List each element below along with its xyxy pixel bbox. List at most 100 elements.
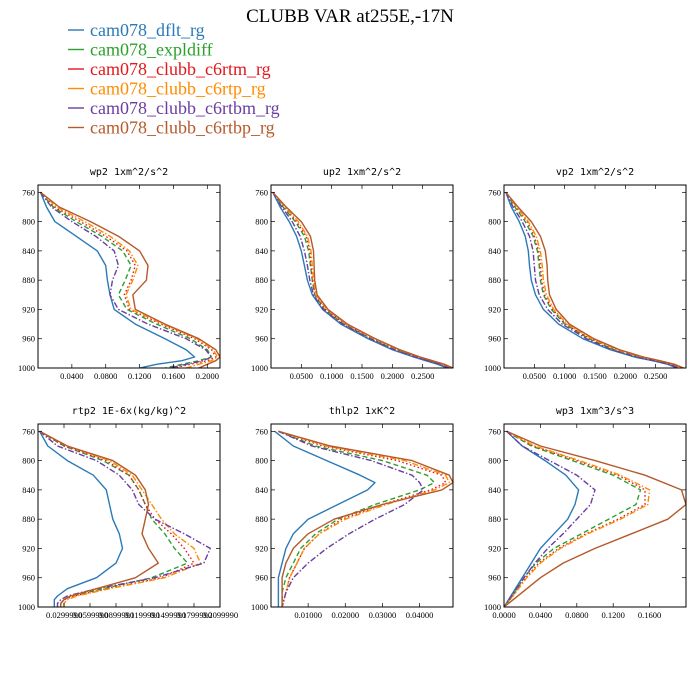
panel-title: vp2 1xm^2/s^2 (556, 167, 634, 178)
y-tick-label: 840 (22, 485, 35, 495)
x-tick-label: 0.2099990 (202, 610, 238, 620)
plot-frame (270, 184, 454, 369)
series-line-cam078-dflt-rg (38, 430, 124, 607)
series-line-cam078-dflt-rg (39, 192, 196, 368)
y-tick-label: 1000 (18, 363, 35, 373)
panel-1: wp2 1xm^2/s^2 760 800 840 880 920 960 1000 0.040… (18, 167, 221, 381)
series-line-cam078-expldiff (505, 191, 681, 368)
x-tick-label: 0.1600 (162, 371, 185, 381)
panel-4: rtp2 1E-6x(kg/kg)^2 760 800 840 880 920 960 100… (18, 406, 238, 620)
y-tick-label: 880 (255, 514, 268, 524)
x-tick-label: 0.0400 (529, 610, 552, 620)
x-tick-label: 0.1499990 (150, 610, 186, 620)
legend-item-cam078-clubb-c6rtbm-rg: cam078_clubb_c6rtbm_rg (68, 98, 280, 118)
y-tick-label: 880 (488, 275, 501, 285)
series-line-cam078-clubb-c6rtbm-rg (504, 430, 596, 607)
legend-label: cam078_expldiff (90, 40, 213, 60)
plot-frame (503, 423, 687, 608)
legend-item-cam078-expldiff: cam078_expldiff (68, 40, 213, 60)
legend-item-cam078-clubb-c6rtp-rg: cam078_clubb_c6rtp_rg (68, 79, 266, 99)
panel-title: wp3 1xm^3/s^3 (556, 406, 634, 417)
y-tick-label: 840 (488, 246, 501, 256)
y-tick-label: 800 (22, 456, 35, 466)
y-tick-label: 960 (488, 573, 501, 583)
y-tick-label: 1000 (484, 602, 501, 612)
series-line-cam078-clubb-c6rtbp-rg (272, 191, 453, 368)
panel-title: wp2 1xm^2/s^2 (90, 167, 168, 178)
series-line-cam078-clubb-c6rtp-rg (39, 430, 202, 607)
y-tick-label: 880 (22, 275, 35, 285)
series-line-cam078-clubb-c6rtbp-rg (505, 191, 684, 368)
legend-item-cam078-dflt-rg: cam078_dflt_rg (68, 20, 205, 40)
y-tick-label: 1000 (251, 602, 268, 612)
x-tick-label: 0.0599990 (72, 610, 108, 620)
y-tick-label: 920 (255, 304, 268, 314)
series-line-cam078-clubb-c6rtm-rg (39, 191, 217, 368)
panel-3: vp2 1xm^2/s^2 760 800 840 880 920 960 1000 0.050… (484, 167, 687, 381)
series-line-cam078-clubb-c6rtm-rg (39, 430, 195, 607)
panel-title: thlp2 1xK^2 (329, 406, 395, 417)
series-line-cam078-clubb-c6rtp-rg (272, 191, 453, 368)
panels: wp2 1xm^2/s^2 760 800 840 880 920 960 1000 0.040… (18, 167, 687, 620)
x-tick-label: 0.0500 (523, 371, 546, 381)
y-tick-label: 840 (255, 246, 268, 256)
y-tick-label: 960 (22, 334, 35, 344)
x-tick-label: 0.2500 (644, 371, 667, 381)
series-line-cam078-clubb-c6rtbp-rg (39, 430, 160, 607)
panel-2: up2 1xm^2/s^2 760 800 840 880 920 960 1000 0.050… (251, 167, 454, 381)
x-tick-label: 0.1199990 (124, 610, 160, 620)
y-tick-label: 760 (488, 187, 501, 197)
x-tick-label: 0.0800 (565, 610, 588, 620)
y-tick-label: 840 (255, 485, 268, 495)
y-tick-label: 800 (255, 456, 268, 466)
series-line-cam078-clubb-c6rtbm-rg (272, 191, 450, 368)
y-tick-label: 880 (488, 514, 501, 524)
series-line-cam078-clubb-c6rtm-rg (272, 191, 452, 368)
y-tick-label: 760 (488, 426, 501, 436)
y-tick-label: 880 (255, 275, 268, 285)
series-line-cam078-clubb-c6rtm-rg (504, 430, 646, 607)
x-tick-label: 0.2000 (381, 371, 404, 381)
y-tick-label: 840 (488, 485, 501, 495)
y-tick-label: 920 (22, 543, 35, 553)
figure-title: CLUBB VAR at255E,-17N (246, 6, 454, 27)
plot-frame (270, 423, 454, 608)
x-tick-label: 0.0899990 (98, 610, 134, 620)
series-line-cam078-clubb-c6rtp-rg (505, 191, 683, 368)
x-tick-label: 0.1200 (128, 371, 151, 381)
y-tick-label: 920 (255, 543, 268, 553)
y-tick-label: 800 (22, 217, 35, 227)
x-tick-label: 0.03000 (369, 610, 397, 620)
y-tick-label: 760 (255, 426, 268, 436)
y-tick-label: 800 (255, 217, 268, 227)
panel-title: up2 1xm^2/s^2 (323, 167, 401, 178)
x-tick-label: 0.2000 (196, 371, 219, 381)
y-tick-label: 840 (22, 246, 35, 256)
x-tick-label: 0.1799990 (176, 610, 212, 620)
series-line-cam078-clubb-c6rtbm-rg (39, 191, 213, 368)
y-tick-label: 880 (22, 514, 35, 524)
series-line-cam078-dflt-rg (504, 430, 580, 607)
x-tick-label: 0.2500 (411, 371, 434, 381)
legend-label: cam078_clubb_c6rtp_rg (90, 79, 266, 99)
series-line-cam078-clubb-c6rtbp-rg (40, 191, 220, 368)
x-tick-label: 0.1600 (638, 610, 661, 620)
y-tick-label: 960 (22, 573, 35, 583)
legend-item-cam078-clubb-c6rtm-rg: cam078_clubb_c6rtm_rg (68, 59, 271, 79)
series-line-cam078-clubb-c6rtbp-rg (504, 430, 686, 607)
y-tick-label: 800 (488, 217, 501, 227)
plot-frame (37, 423, 221, 608)
x-tick-label: 0.1200 (602, 610, 625, 620)
series-line-cam078-clubb-c6rtbm-rg (278, 430, 424, 607)
series-line-cam078-clubb-c6rtbm-rg (39, 430, 212, 607)
panel-6: wp3 1xm^3/s^3 760 800 840 880 920 960 10000.000… (484, 406, 687, 620)
series-line-cam078-clubb-c6rtm-rg (505, 191, 682, 368)
series-line-cam078-clubb-c6rtp-rg (504, 430, 651, 607)
series-line-cam078-clubb-c6rtp-rg (40, 191, 219, 368)
x-tick-label: 0.0400 (60, 371, 83, 381)
y-tick-label: 760 (22, 426, 35, 436)
x-tick-label: 0.0800 (94, 371, 117, 381)
legend-label: cam078_dflt_rg (90, 20, 205, 40)
series-group (504, 430, 686, 607)
